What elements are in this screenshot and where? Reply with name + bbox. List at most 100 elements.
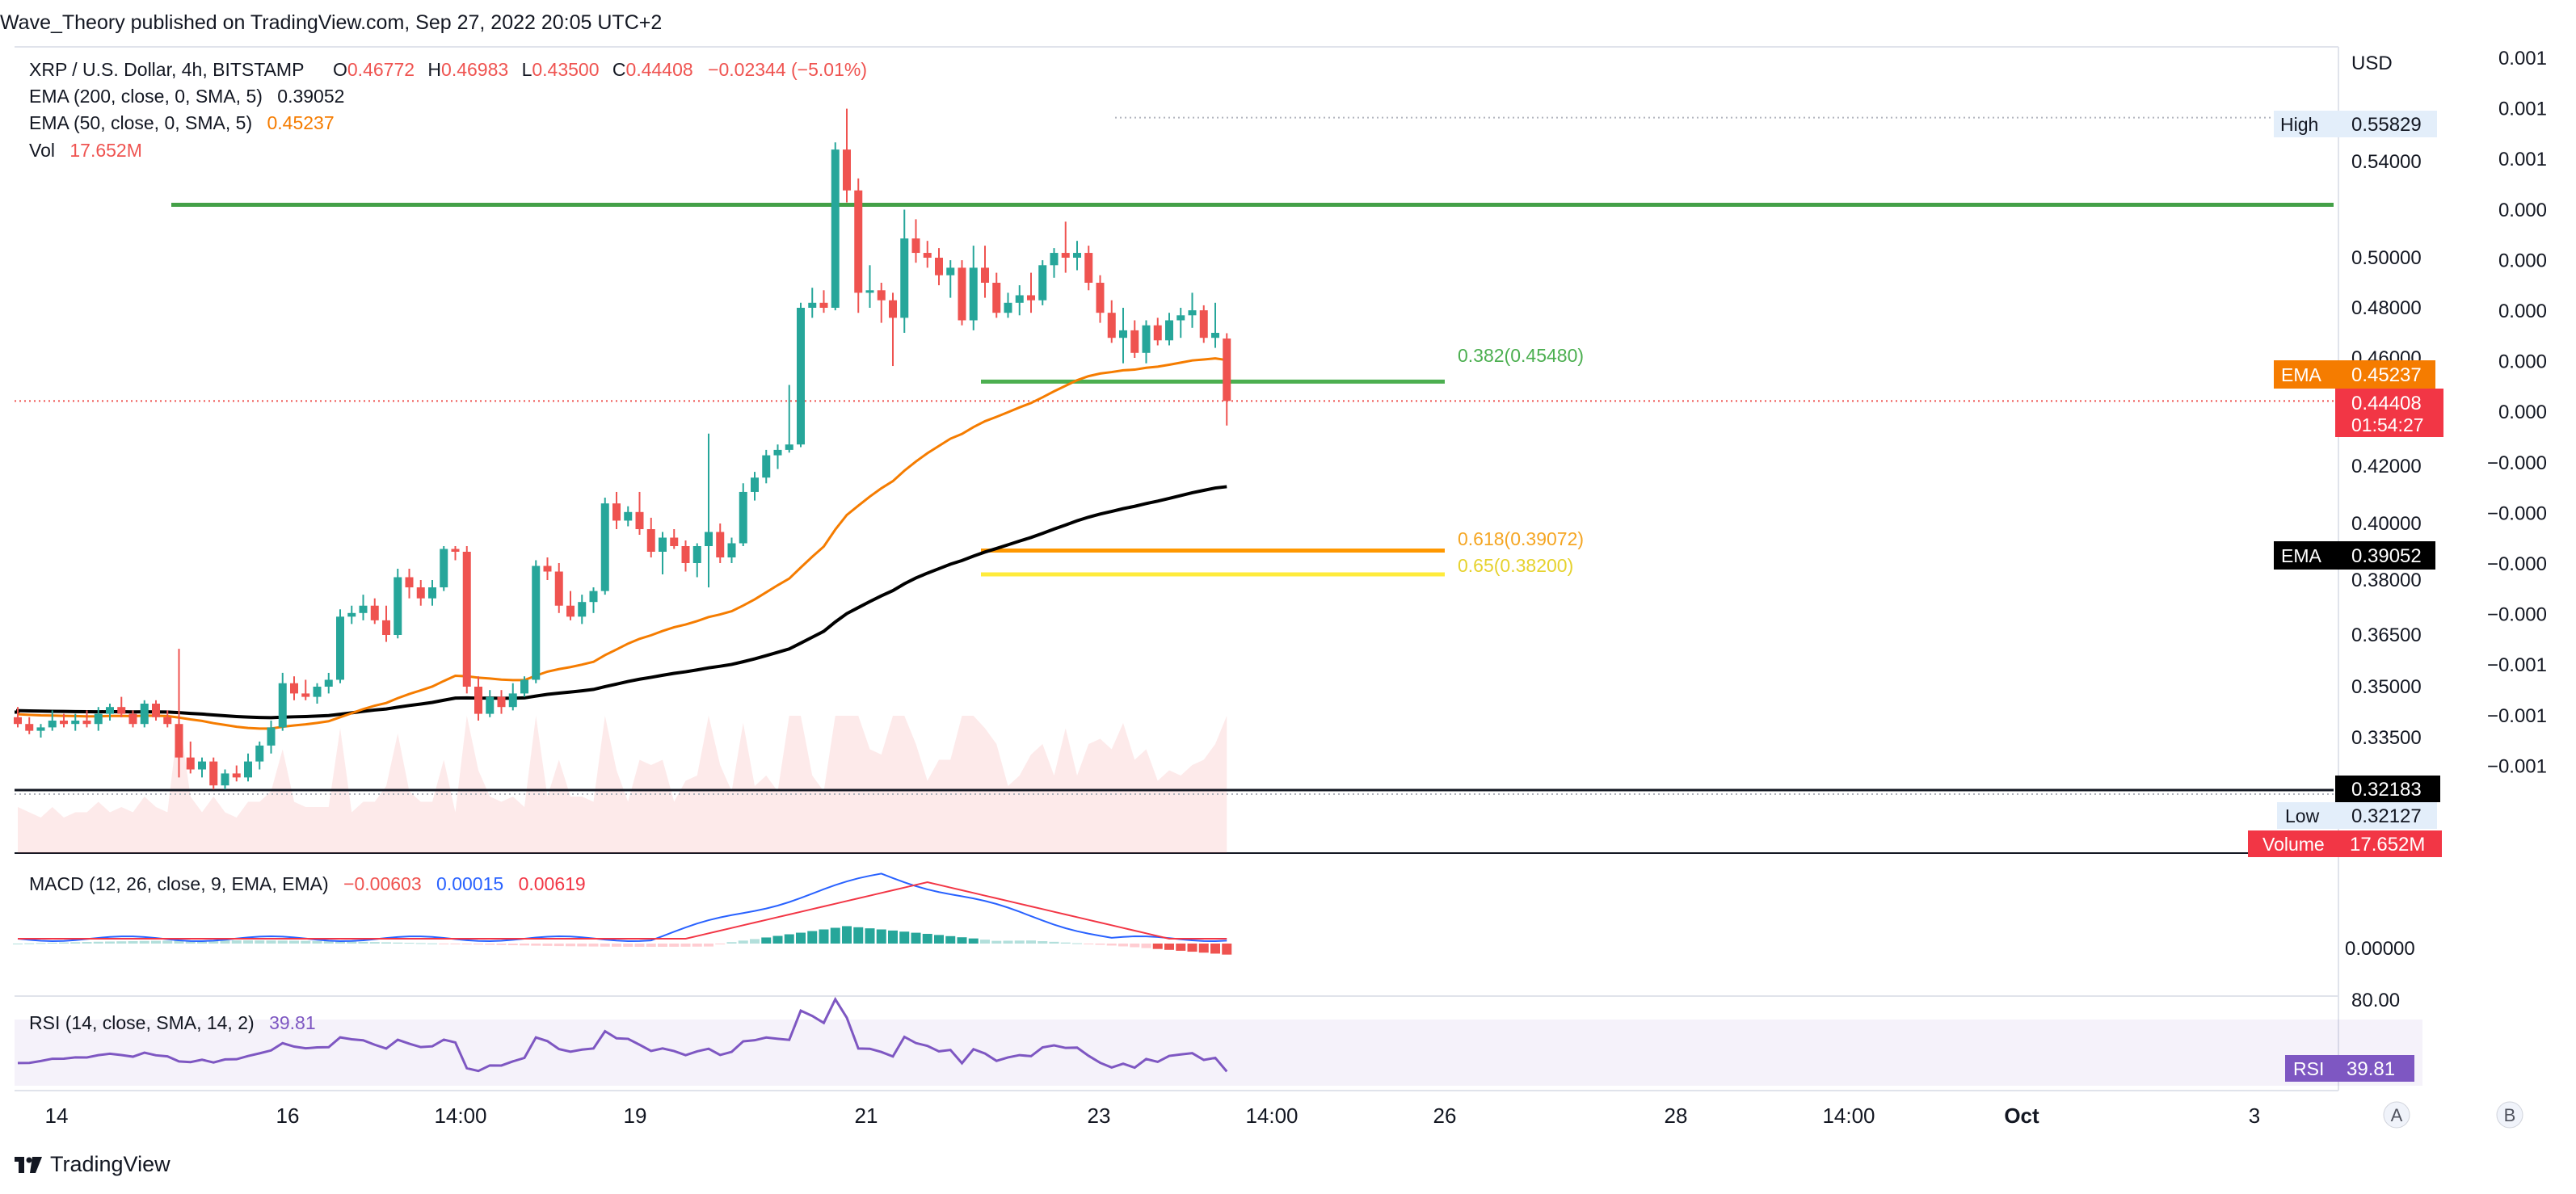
candle-body: [1061, 253, 1070, 258]
candle: [543, 557, 552, 580]
candle-body: [370, 605, 379, 620]
svg-text:Low: Low: [2285, 805, 2320, 826]
candle: [36, 724, 45, 738]
macd-bar: [208, 940, 219, 944]
candle-body: [1027, 295, 1035, 301]
symbol-title: XRP / U.S. Dollar, 4h, BITSTAMP: [29, 59, 304, 80]
candle: [1223, 333, 1231, 426]
svg-text:B: B: [2504, 1105, 2516, 1125]
candle: [71, 713, 80, 731]
candle-body: [520, 679, 528, 694]
macd-bar: [600, 944, 610, 947]
candle: [797, 302, 805, 448]
macd-bar: [991, 940, 1002, 944]
candle-body: [313, 687, 322, 697]
macd-bar: [658, 944, 667, 947]
macd-bar: [36, 943, 46, 944]
macd-bar: [197, 940, 207, 944]
candle-body: [324, 679, 333, 687]
candle: [1130, 320, 1139, 358]
macd-bar: [496, 944, 507, 945]
candle: [1188, 292, 1197, 328]
candle-body: [946, 267, 955, 275]
candle-body: [290, 683, 298, 694]
candle-body: [1004, 302, 1012, 313]
candle: [416, 580, 425, 606]
candle-body: [221, 773, 229, 786]
candle-body: [935, 258, 943, 275]
candle: [336, 609, 344, 683]
candle: [394, 569, 402, 639]
time-axis[interactable]: 14 16 14:00 19 21 23 14:00 26 28 14:00 Oct 3: [45, 1104, 2261, 1128]
candle: [692, 543, 701, 578]
candle: [474, 676, 482, 721]
high-tag: High 0.55829: [2274, 111, 2437, 137]
macd-bar: [312, 940, 322, 944]
chart-canvas[interactable]: 0.382(0.45480) 0.618(0.39072) 0.65(0.382…: [0, 0, 2576, 1147]
candle: [1084, 246, 1093, 291]
macd-bar: [1164, 944, 1174, 950]
ema200-line: [15, 485, 1227, 720]
candle-body: [969, 267, 978, 321]
price-tick: 0.42000: [2351, 456, 2422, 477]
volume-area: [18, 716, 1227, 853]
publisher-line: Wave_Theory published on TradingView.com…: [0, 11, 662, 35]
candle: [762, 449, 771, 484]
price-axis[interactable]: 0.540000.500000.480000.460000.420000.400…: [2351, 151, 2422, 749]
secondary-tick: 0.000: [2498, 301, 2547, 322]
candle-body: [797, 308, 805, 445]
candle-body: [532, 565, 541, 680]
candle-body: [843, 149, 851, 191]
macd-bar: [105, 941, 115, 944]
candle: [382, 605, 390, 642]
publisher-text: Wave_Theory published on TradingView.com…: [0, 11, 663, 34]
candle: [428, 580, 436, 606]
candle-body: [981, 267, 989, 283]
macd-bar: [323, 941, 334, 944]
candle: [60, 713, 68, 728]
candle-body: [739, 491, 747, 544]
candle: [244, 753, 252, 782]
macd-bar: [934, 935, 944, 944]
macd-bar: [82, 942, 92, 944]
macd-bar: [784, 934, 794, 944]
candle: [554, 563, 563, 613]
candle: [1038, 260, 1047, 305]
candle-body: [646, 529, 655, 552]
candle: [819, 290, 828, 313]
macd-bar: [266, 940, 276, 944]
svg-text:EMA (200, close, 0, SMA, 5): EMA (200, close, 0, SMA, 5) 0.39052: [29, 86, 344, 107]
candle: [946, 260, 955, 298]
candle-body: [785, 444, 793, 450]
candle: [267, 721, 276, 754]
candle-body: [255, 745, 264, 762]
secondary-tick: 0.001: [2498, 48, 2547, 69]
candle-body: [1142, 325, 1151, 353]
candle-body: [1165, 320, 1173, 341]
candle: [1107, 300, 1116, 343]
macd-bar: [1141, 944, 1151, 948]
macd-bar: [796, 932, 806, 944]
macd-bar: [404, 943, 415, 944]
scale-button-a[interactable]: A: [2383, 1101, 2410, 1129]
candle: [612, 491, 621, 529]
price-tick: 0.54000: [2351, 151, 2422, 173]
candle: [1142, 320, 1151, 364]
rsi-band: [15, 1020, 2422, 1086]
macd-bar: [128, 940, 138, 944]
candle-body: [106, 707, 114, 714]
candle-body: [175, 724, 183, 758]
macd-bar: [1003, 940, 1013, 944]
macd-bar: [162, 940, 173, 944]
candle: [831, 142, 840, 311]
price-tick: 0.36500: [2351, 624, 2422, 646]
candle: [589, 587, 598, 613]
candle: [1176, 308, 1185, 338]
scale-button-b[interactable]: B: [2496, 1101, 2523, 1129]
candle-body: [923, 253, 932, 258]
time-tick: 26: [1433, 1104, 1457, 1128]
macd-bar: [347, 941, 357, 944]
time-tick: 19: [624, 1104, 647, 1128]
secondary-tick: −0.001: [2487, 705, 2547, 727]
candle: [969, 246, 978, 330]
